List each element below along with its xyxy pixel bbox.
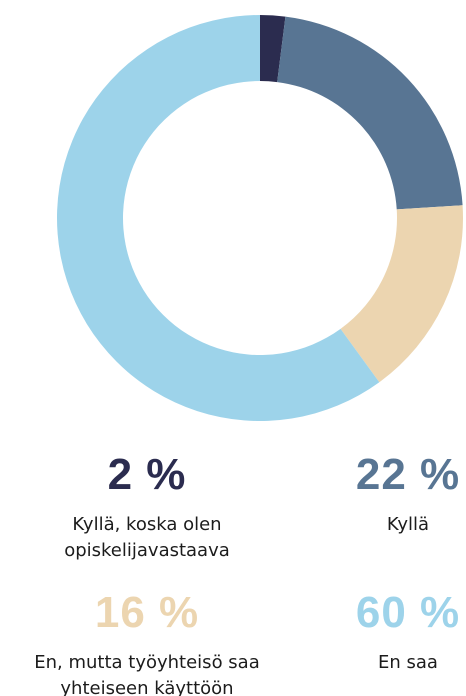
chart <box>56 15 463 422</box>
category-label: Kyllä <box>386 514 430 535</box>
legend-item: 16 % En, mutta työyhteisö saa yhteiseen k… <box>11 588 283 696</box>
value-label: 60 % <box>355 588 461 637</box>
category-label: En, mutta työyhteisö saa yhteiseen käytt… <box>34 652 260 696</box>
donut-segment <box>277 16 463 210</box>
value-label: 22 % <box>355 450 461 499</box>
category-label: En saa <box>378 652 438 673</box>
donut-segment <box>56 15 380 422</box>
legend-item: 60 % En saa <box>308 588 466 676</box>
donut-segment <box>340 205 463 383</box>
category-label: Kyllä, koska olen opiskelijavastaava <box>64 514 230 561</box>
legend-item: 22 % Kyllä <box>308 450 466 538</box>
value-label: 2 % <box>107 450 187 499</box>
donut-segment <box>260 15 286 83</box>
value-label: 16 % <box>94 588 200 637</box>
legend-item: 2 % Kyllä, koska olen opiskelijavastaava <box>47 450 247 564</box>
